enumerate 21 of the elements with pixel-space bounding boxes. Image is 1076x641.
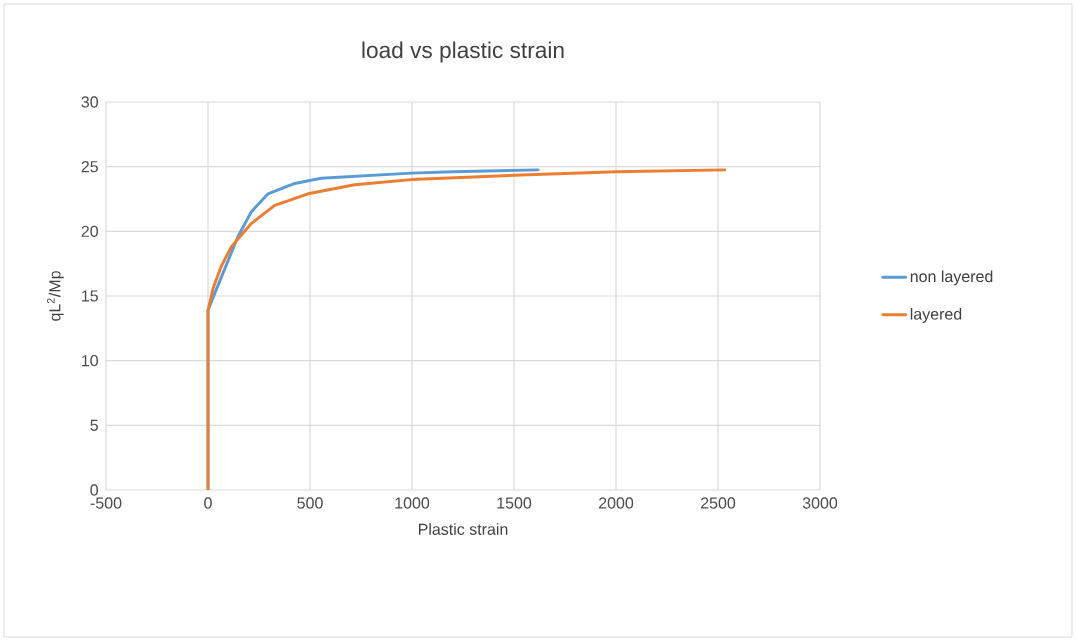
- x-tick-label: 0: [204, 497, 212, 509]
- x-tick-label: 2500: [701, 497, 736, 509]
- line-series: [206, 168, 727, 490]
- chart-title: load vs plastic strain: [362, 41, 564, 63]
- y-tick-label: 25: [81, 161, 98, 173]
- x-tick-label: 500: [297, 497, 323, 509]
- x-tick-label: 1500: [497, 497, 532, 509]
- y-tick-label: 0: [90, 484, 99, 496]
- legend-label: non layered: [910, 270, 993, 286]
- y-tick-label: 5: [90, 419, 98, 431]
- y-tick-label: 15: [82, 290, 98, 302]
- y-tick-label: 30: [81, 96, 99, 108]
- y-axis-title: qL$^{2}$/Mp: [47, 271, 64, 321]
- x-axis-title: Plastic strain: [418, 523, 508, 535]
- x-tick-label: 2000: [599, 497, 634, 509]
- x-tick-label: 1000: [395, 497, 430, 509]
- x-tick-label: -500: [90, 497, 122, 509]
- y-tick-label: 20: [81, 225, 99, 237]
- x-tick-label: 3000: [802, 497, 838, 509]
- y-tick-label: 10: [82, 355, 99, 367]
- legend-label: layered: [910, 308, 962, 323]
